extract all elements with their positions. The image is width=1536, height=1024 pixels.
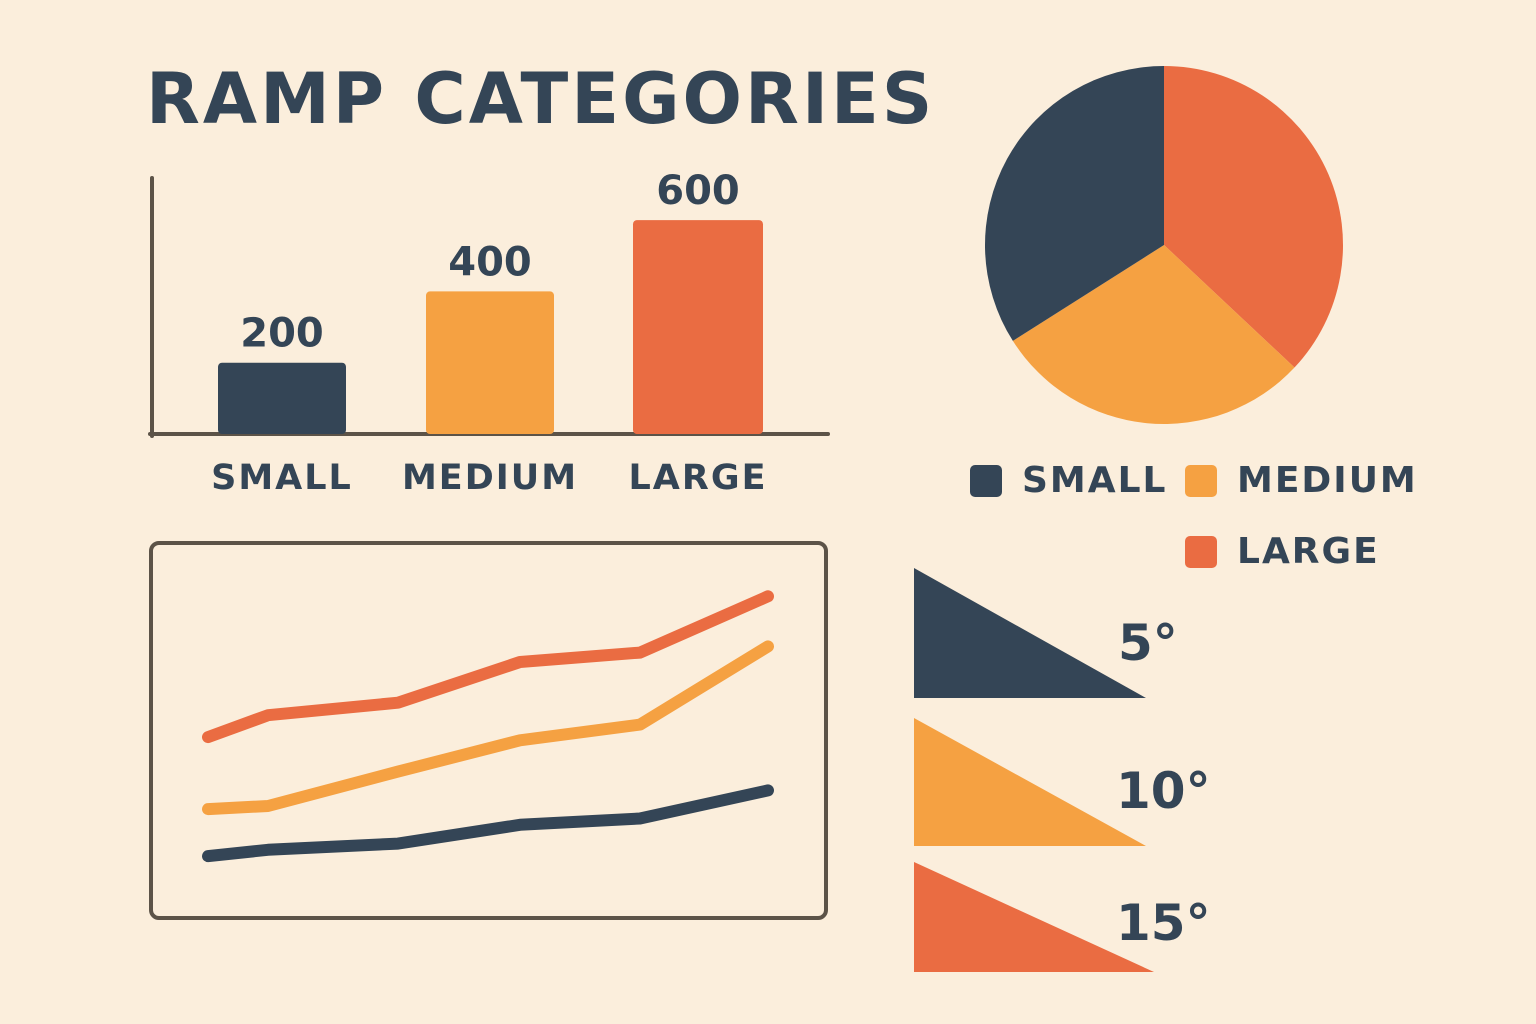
angle-label-10: 10°	[1116, 762, 1211, 820]
legend-item-small: SMALL	[970, 460, 1168, 501]
legend-swatch-small	[970, 464, 1002, 497]
pie-slice-large	[1164, 66, 1343, 368]
bar-category-label-large: LARGE	[629, 458, 768, 498]
pie-slice-medium	[1012, 245, 1295, 424]
line-series-small	[202, 784, 774, 863]
legend-item-large: LARGE	[1185, 531, 1380, 572]
bar-value-label-large: 600	[656, 168, 740, 214]
bar-value-label-medium: 400	[448, 239, 532, 285]
page-title: RAMP CATEGORIES	[146, 58, 936, 140]
angle-label-15: 15°	[1116, 894, 1211, 952]
line-series-large	[202, 590, 774, 744]
bar-value-label-small: 200	[240, 311, 324, 357]
pie-slice-small	[985, 65, 1164, 341]
angle-triangle-5	[914, 568, 1146, 698]
legend-label-small: SMALL	[1022, 460, 1168, 501]
angle-triangle-15	[914, 862, 1154, 972]
legend-swatch-medium	[1185, 464, 1217, 497]
angle-triangle-10	[914, 718, 1146, 846]
bar-category-label-medium: MEDIUM	[402, 458, 578, 498]
legend-swatch-large	[1185, 535, 1217, 568]
line-chart-frame	[149, 541, 828, 920]
angle-label-5: 5°	[1118, 614, 1178, 672]
bar-medium	[426, 291, 554, 434]
line-series-medium	[202, 640, 774, 816]
bar-small	[218, 362, 346, 434]
bar-large	[633, 220, 763, 434]
legend-item-medium: MEDIUM	[1185, 460, 1418, 501]
legend-label-medium: MEDIUM	[1237, 460, 1418, 501]
bar-category-label-small: SMALL	[211, 458, 353, 498]
legend-label-large: LARGE	[1237, 531, 1380, 572]
